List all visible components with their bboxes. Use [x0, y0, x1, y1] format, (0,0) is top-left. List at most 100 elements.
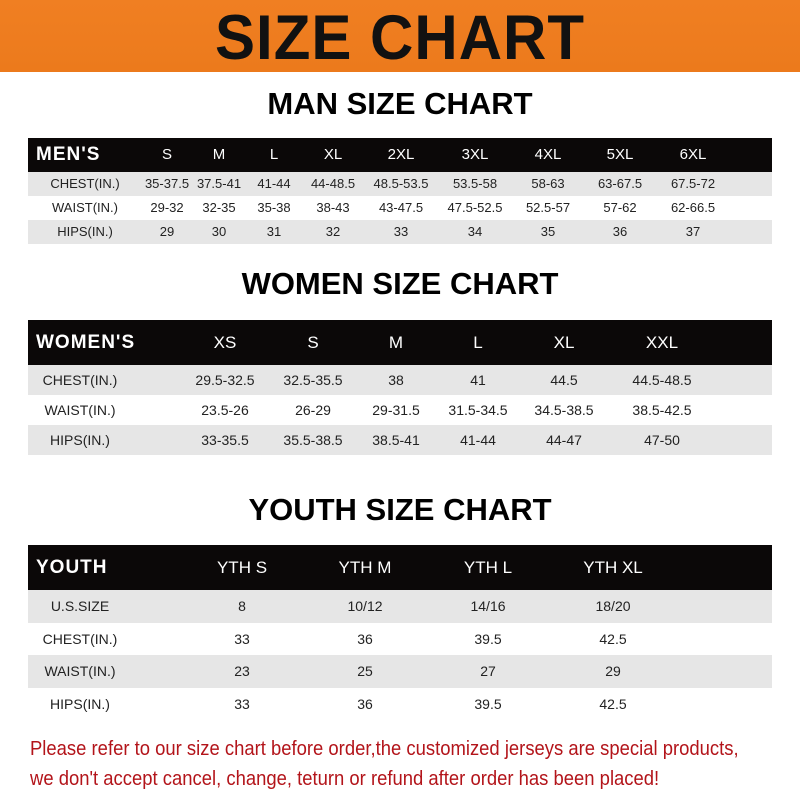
size-header-cell: XXL [645, 333, 679, 352]
table-row: WAIST(IN.) 23.5-26 26-29 29-31.5 31.5-34.5 34… [28, 395, 772, 425]
table-row: U.S.SIZE 8 10/12 14/16 18/20 [28, 590, 772, 623]
youth-size-table: YOUTH YTH S YTH M YTH L YTH XL U.S.SIZE 8 10/12… [28, 545, 772, 720]
table-cell: 37.5-41 [196, 176, 242, 191]
header-label: MEN'S [36, 144, 101, 165]
table-cell: 44-47 [546, 432, 582, 448]
table-cell: 32 [325, 224, 341, 239]
table-row: HIPS(IN.) 29 30 31 32 33 34 35 36 37 [28, 220, 772, 244]
row-label: HIPS(IN.) [50, 695, 110, 712]
size-header-cell: L [473, 333, 483, 352]
women-size-table: WOMEN'S XS S M L XL XXL CHEST(IN.) 29.5-32.5 32.5… [28, 320, 772, 455]
banner-title: SIZE CHART [215, 2, 585, 73]
table-cell: 41-44 [460, 432, 496, 448]
table-cell: 36 [357, 630, 373, 647]
size-header-cell: XL [553, 333, 575, 352]
table-cell: 33 [234, 630, 250, 647]
table-cell: 8 [238, 598, 246, 614]
size-header-cell: 6XL [679, 146, 707, 163]
table-cell: 29-32 [150, 200, 184, 215]
table-cell: 44-48.5 [310, 176, 356, 191]
table-cell: 29.5-32.5 [195, 372, 255, 388]
table-cell: 48.5-53.5 [373, 176, 429, 191]
table-cell: 47-50 [644, 432, 680, 448]
men-chart-title: MAN SIZE CHART [267, 86, 533, 121]
table-cell: 38.5-41 [372, 432, 420, 448]
table-cell: 41 [470, 372, 486, 388]
row-label: HIPS(IN.) [50, 432, 110, 448]
table-cell: 35 [540, 224, 556, 239]
header-label: YOUTH [36, 557, 108, 578]
table-cell: 14/16 [470, 598, 506, 614]
row-label: WAIST(IN.) [44, 402, 116, 418]
table-cell: 35-38 [257, 200, 291, 215]
table-cell: 34 [467, 224, 483, 239]
size-header-cell: YTH XL [583, 558, 643, 577]
table-cell: 43-47.5 [378, 200, 424, 215]
size-header-cell: XS [213, 333, 237, 352]
table-cell: 33 [393, 224, 409, 239]
table-cell: 34.5-38.5 [534, 402, 594, 418]
table-row: CHEST(IN.) 33 36 39.5 42.5 [28, 623, 772, 656]
table-cell: 33-35.5 [201, 432, 249, 448]
size-chart-banner: SIZE CHART [0, 0, 800, 73]
table-header-row: WOMEN'S XS S M L XL XXL [28, 320, 772, 365]
row-label: CHEST(IN.) [42, 630, 118, 647]
size-header-cell: 2XL [387, 146, 415, 163]
size-header-cell: M [212, 146, 226, 163]
table-row: HIPS(IN.) 33 36 39.5 42.5 [28, 688, 772, 721]
table-cell: 10/12 [347, 598, 383, 614]
table-cell: 41-44 [257, 176, 291, 191]
row-label: CHEST(IN.) [50, 176, 120, 191]
table-cell: 29-31.5 [372, 402, 420, 418]
size-header-cell: S [307, 333, 319, 352]
table-row: CHEST(IN.) 29.5-32.5 32.5-35.5 38 41 44.5 44.5… [28, 365, 772, 395]
men-size-table: MEN'S S M L XL 2XL 3XL 4XL 5XL 6XL CHEST(IN.) 35-37… [28, 138, 772, 244]
table-cell: 52.5-57 [525, 200, 571, 215]
table-cell: 30 [211, 224, 227, 239]
table-cell: 35-37.5 [144, 176, 190, 191]
table-row: WAIST(IN.) 23 25 27 29 [28, 655, 772, 688]
table-cell: 53.5-58 [452, 176, 498, 191]
table-cell: 31.5-34.5 [448, 402, 508, 418]
size-header-cell: M [388, 333, 404, 352]
size-header-cell: YTH S [216, 558, 268, 577]
size-header-cell: 5XL [606, 146, 634, 163]
table-cell: 42.5 [599, 630, 627, 647]
row-label: WAIST(IN.) [44, 663, 116, 679]
table-cell: 39.5 [474, 695, 502, 712]
size-header-cell: YTH L [463, 558, 513, 577]
row-label: HIPS(IN.) [57, 224, 113, 239]
table-cell: 44.5-48.5 [632, 372, 692, 388]
table-cell: 39.5 [474, 630, 502, 647]
table-cell: 25 [357, 663, 373, 679]
table-cell: 35.5-38.5 [283, 432, 343, 448]
table-cell: 18/20 [595, 598, 631, 614]
table-cell: 58-63 [531, 176, 565, 191]
size-header-cell: 3XL [461, 146, 489, 163]
table-cell: 31 [266, 224, 282, 239]
table-cell: 42.5 [599, 695, 627, 712]
size-header-cell: XL [323, 146, 343, 163]
table-row: CHEST(IN.) 35-37.5 37.5-41 41-44 44-48.5 48.5… [28, 172, 772, 196]
notice-line-1: Please refer to our size chart before or… [30, 737, 739, 760]
row-label: CHEST(IN.) [42, 372, 118, 388]
table-cell: 29 [159, 224, 175, 239]
table-cell: 67.5-72 [670, 176, 716, 191]
table-cell: 62-66.5 [670, 200, 716, 215]
table-cell: 33 [234, 695, 250, 712]
row-label: U.S.SIZE [50, 598, 110, 614]
table-cell: 26-29 [295, 402, 331, 418]
table-cell: 32-35 [202, 200, 236, 215]
table-row: WAIST(IN.) 29-32 32-35 35-38 38-43 43-47.5 47.… [28, 196, 772, 220]
table-cell: 38-43 [316, 200, 350, 215]
table-cell: 38.5-42.5 [632, 402, 692, 418]
table-cell: 47.5-52.5 [447, 200, 503, 215]
table-cell: 36 [612, 224, 628, 239]
row-label: WAIST(IN.) [52, 200, 118, 215]
header-label: WOMEN'S [36, 332, 136, 353]
youth-chart-title: YOUTH SIZE CHART [248, 492, 552, 527]
table-cell: 23 [234, 663, 250, 679]
table-header-row: MEN'S S M L XL 2XL 3XL 4XL 5XL 6XL [28, 138, 772, 172]
notice-line-2: we don't accept cancel, change, teturn o… [30, 767, 660, 790]
size-header-cell: L [269, 146, 279, 163]
